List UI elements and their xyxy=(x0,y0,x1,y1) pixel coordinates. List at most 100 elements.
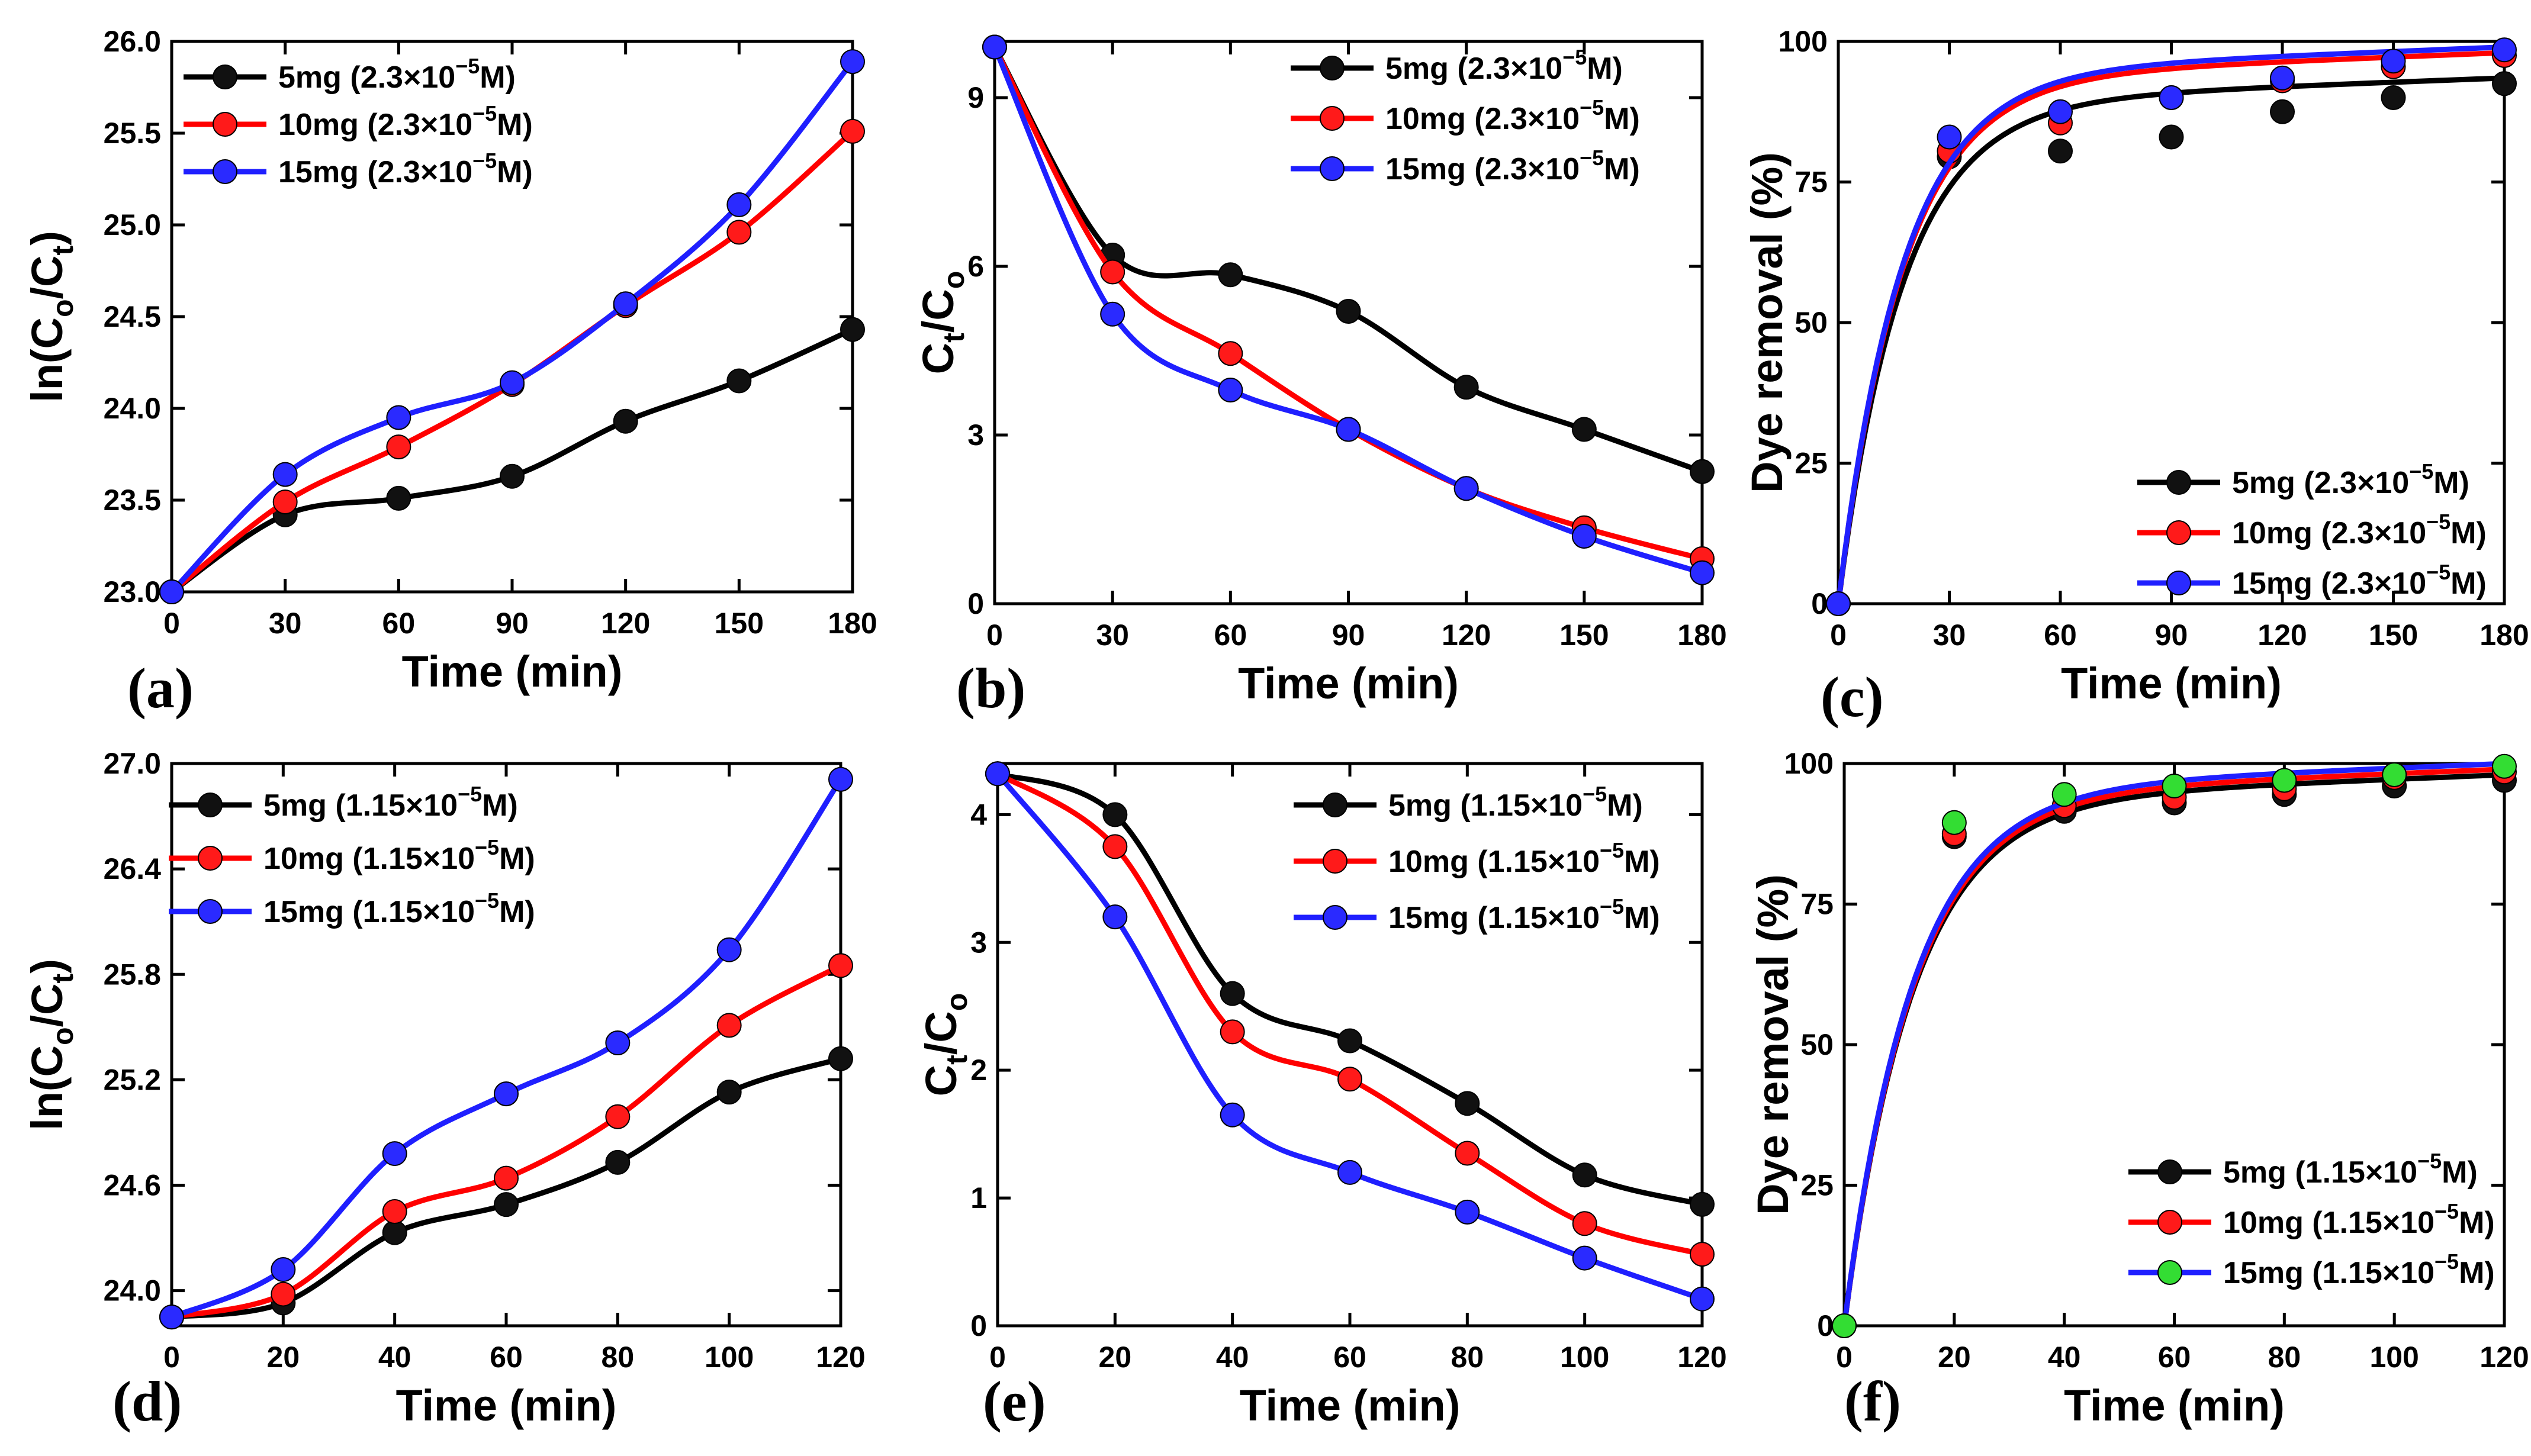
legend-entry: 15mg (1.15×10−5M) xyxy=(1388,894,1660,935)
data-point-10mg xyxy=(1572,1211,1597,1236)
data-point-15mg xyxy=(2048,99,2073,124)
y-axis-label: Dye removal (%) xyxy=(1742,152,1792,493)
legend-entry: 15mg (2.3×10−5M) xyxy=(2232,560,2487,601)
x-tick-label: 60 xyxy=(1214,619,1247,652)
legend-marker xyxy=(213,112,237,137)
legend-marker xyxy=(2166,571,2191,595)
x-axis-label: Time (min) xyxy=(2064,1381,2285,1430)
legend-entry: 5mg (1.15×10−5M) xyxy=(263,782,518,823)
y-tick-label: 50 xyxy=(1794,306,1828,339)
data-point-15mg xyxy=(1826,591,1851,616)
data-point-15mg xyxy=(982,34,1007,60)
data-point-5mg xyxy=(1220,981,1245,1006)
y-tick-label: 23.5 xyxy=(104,484,161,517)
y-tick-label: 100 xyxy=(1779,25,1828,58)
data-point-5mg xyxy=(2492,71,2517,96)
y-tick-label: 3 xyxy=(967,418,984,452)
legend-marker xyxy=(1320,56,1345,80)
y-tick-label: 50 xyxy=(1800,1028,1834,1061)
x-tick-label: 30 xyxy=(1933,619,1966,652)
legend-entry: 10mg (1.15×10−5M) xyxy=(2223,1199,2495,1240)
x-tick-label: 30 xyxy=(1096,619,1129,652)
series-line-15mg xyxy=(1841,761,2507,1329)
data-point-15mg xyxy=(2270,65,2295,91)
data-point-5mg xyxy=(386,485,411,511)
legend: 5mg (2.3×10−5M) 10mg (2.3×10−5M) 15mg (2.3… xyxy=(1291,45,1640,186)
x-axis-label: Time (min) xyxy=(2061,659,2282,708)
x-tick-label: 60 xyxy=(1333,1341,1366,1374)
y-tick-label: 75 xyxy=(1800,888,1834,921)
data-point-15mg xyxy=(2051,782,2077,807)
data-point-5mg xyxy=(1453,375,1479,400)
data-point-15mg xyxy=(1100,301,1125,327)
data-point-10mg xyxy=(386,434,411,460)
legend-entry: 15mg (1.15×10−5M) xyxy=(2223,1249,2495,1290)
x-tick-label: 40 xyxy=(2048,1341,2081,1374)
data-point-15mg xyxy=(2272,768,2297,793)
x-tick-label: 180 xyxy=(828,607,877,640)
legend: 5mg (1.15×10−5M) 10mg (1.15×10−5M) 15mg (1… xyxy=(169,782,535,929)
data-point-5mg xyxy=(828,1046,853,1071)
x-tick-label: 0 xyxy=(989,1341,1006,1374)
y-tick-label: 25 xyxy=(1800,1169,1834,1202)
x-tick-label: 90 xyxy=(496,607,529,640)
data-point-15mg xyxy=(1690,560,1715,585)
data-point-10mg xyxy=(1337,1067,1362,1092)
legend-marker xyxy=(1320,106,1345,131)
x-tick-label: 80 xyxy=(1451,1341,1484,1374)
data-point-15mg xyxy=(159,579,184,604)
data-point-15mg xyxy=(159,1304,184,1330)
data-point-5mg xyxy=(2381,85,2406,110)
x-tick-label: 120 xyxy=(2257,619,2307,652)
legend-marker xyxy=(1323,905,1347,930)
panel-label: (c) xyxy=(1821,665,1884,729)
legend-marker xyxy=(2157,1210,2182,1235)
data-point-5mg xyxy=(1572,1162,1597,1188)
data-point-15mg xyxy=(613,291,638,317)
y-axis-label: Ct/Co xyxy=(916,993,973,1097)
legend: 5mg (2.3×10−5M) 10mg (2.3×10−5M) 15mg (2.3… xyxy=(2137,459,2487,601)
x-tick-label: 20 xyxy=(1099,1341,1132,1374)
legend-entry: 5mg (2.3×10−5M) xyxy=(278,54,516,95)
data-point-15mg xyxy=(1690,1286,1715,1312)
x-tick-label: 0 xyxy=(163,1341,180,1374)
legend-entry: 10mg (2.3×10−5M) xyxy=(1385,95,1640,136)
data-point-15mg xyxy=(2382,762,2407,787)
x-tick-label: 120 xyxy=(1442,619,1491,652)
legend-marker xyxy=(2166,520,2191,545)
x-tick-label: 0 xyxy=(1830,619,1847,652)
legend-entry: 5mg (2.3×10−5M) xyxy=(2232,459,2469,500)
data-point-10mg xyxy=(828,953,853,978)
data-point-5mg xyxy=(382,1220,407,1245)
data-point-15mg xyxy=(1832,1313,1857,1338)
x-axis-label: Time (min) xyxy=(396,1381,617,1430)
legend-entry: 5mg (2.3×10−5M) xyxy=(1385,45,1623,86)
x-axis-label: Time (min) xyxy=(1240,1381,1461,1430)
data-point-15mg xyxy=(1336,417,1361,442)
data-point-5mg xyxy=(494,1192,519,1217)
data-point-10mg xyxy=(605,1104,631,1129)
x-tick-label: 60 xyxy=(2044,619,2077,652)
legend-marker xyxy=(213,159,237,184)
x-tick-label: 0 xyxy=(986,619,1003,652)
data-point-15mg xyxy=(605,1030,631,1056)
y-tick-label: 6 xyxy=(967,250,984,283)
x-tick-label: 40 xyxy=(378,1341,411,1374)
series-line-5mg xyxy=(169,327,856,595)
data-point-15mg xyxy=(840,49,865,75)
x-tick-label: 180 xyxy=(2479,619,2529,652)
x-tick-label: 120 xyxy=(1677,1341,1726,1374)
plot-frame xyxy=(1842,762,2506,1328)
data-point-5mg xyxy=(1690,459,1715,484)
data-point-15mg xyxy=(1941,810,1967,835)
x-tick-label: 60 xyxy=(382,607,416,640)
data-point-15mg xyxy=(494,1081,519,1107)
series-line-5mg xyxy=(1841,772,2507,1329)
panel-0: 0 30 60 90 120 150 180 23.0 23.5 24.0 24.5 25.0 25.5… xyxy=(22,25,877,720)
data-point-15mg xyxy=(1337,1159,1362,1185)
legend-marker xyxy=(198,793,223,817)
data-point-5mg xyxy=(840,317,865,342)
data-point-15mg xyxy=(271,1257,296,1282)
panel-4: 0 20 40 60 80 100 120 0 1 2 3 4 Time (min) Ct/Co 5mg (… xyxy=(916,761,1727,1433)
y-axis-label: Dye removal (%) xyxy=(1748,874,1797,1215)
